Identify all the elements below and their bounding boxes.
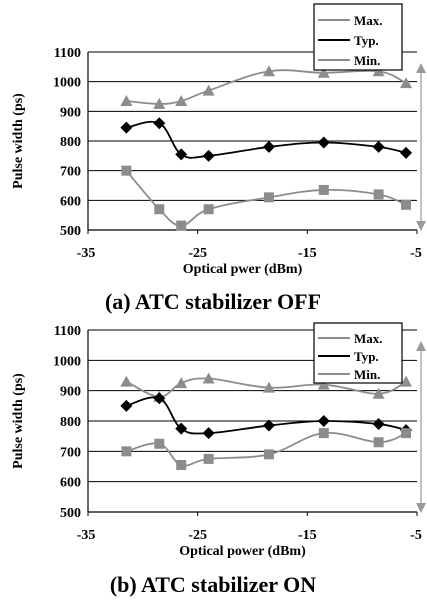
x-tick-label: -15 xyxy=(298,246,317,261)
x-tick-label: -35 xyxy=(77,246,96,261)
data-point-max xyxy=(175,94,188,106)
data-point-min xyxy=(203,204,214,215)
chart-caption: (a) ATC stabilizer OFF xyxy=(105,289,321,314)
data-point-max xyxy=(400,375,413,387)
data-point-typ xyxy=(202,427,215,440)
y-tick-label: 1100 xyxy=(54,324,81,339)
data-point-min xyxy=(154,438,165,449)
x-axis-title: Optical pwer (dBm) xyxy=(183,262,303,277)
chart-panel-atc-off: 500 600 700 800 900 1000 1100 -35 -25 -15 -5 Optica… xyxy=(11,3,426,314)
y-tick-label: 900 xyxy=(60,385,81,400)
data-point-max xyxy=(120,94,133,106)
data-point-max xyxy=(372,387,385,399)
data-point-typ xyxy=(175,422,188,435)
data-point-min xyxy=(203,453,214,464)
data-point-max xyxy=(120,375,133,387)
legend-label: Typ. xyxy=(354,33,379,48)
data-point-min xyxy=(121,446,132,457)
data-point-typ xyxy=(372,418,385,431)
data-point-min xyxy=(401,428,412,439)
y-tick-label: 1000 xyxy=(53,76,81,91)
data-point-typ xyxy=(120,121,133,134)
data-point-max xyxy=(317,378,330,390)
x-tick-label: -25 xyxy=(188,528,207,543)
y-tick-label: 1100 xyxy=(54,46,81,61)
data-point-typ xyxy=(400,146,413,159)
data-point-min xyxy=(373,437,384,448)
y-axis-title: Pulse width (ps) xyxy=(11,93,26,189)
x-tick-label: -25 xyxy=(188,246,207,261)
range-arrow-up-head xyxy=(416,341,426,351)
y-axis-title: Pulse width (ps) xyxy=(11,373,26,469)
legend-label: Min. xyxy=(354,367,380,382)
data-point-min xyxy=(318,428,329,439)
legend-label: Typ. xyxy=(354,349,379,364)
x-tick-label: -15 xyxy=(298,528,317,543)
data-point-typ xyxy=(175,148,188,161)
y-tick-label: 700 xyxy=(60,445,81,460)
legend-label: Min. xyxy=(354,53,380,68)
y-tick-label: 700 xyxy=(60,165,81,180)
data-point-typ xyxy=(372,140,385,153)
data-point-min xyxy=(401,199,412,210)
y-tick-label: 1000 xyxy=(53,354,81,369)
data-point-typ xyxy=(262,140,275,153)
legend: Max. Typ. Min. xyxy=(313,3,403,71)
y-tick-label: 800 xyxy=(60,415,81,430)
data-point-min xyxy=(263,192,274,203)
series-line-min xyxy=(126,431,407,467)
data-point-max xyxy=(202,84,215,96)
x-axis-title: Optical power (dBm) xyxy=(179,544,306,559)
data-point-min xyxy=(318,184,329,195)
range-arrow-down-head xyxy=(416,221,426,231)
data-point-typ xyxy=(317,415,330,427)
legend: Max. Typ. Min. xyxy=(313,322,403,384)
chart-caption: (b) ATC stabilizer ON xyxy=(110,572,316,597)
legend-label: Max. xyxy=(354,331,383,346)
data-point-max xyxy=(175,377,188,389)
data-point-min xyxy=(154,204,165,215)
data-point-typ xyxy=(262,419,275,432)
data-point-min xyxy=(373,189,384,200)
y-tick-label: 900 xyxy=(60,105,81,120)
data-point-max xyxy=(262,65,275,77)
data-point-min xyxy=(263,449,274,460)
range-arrow-down-head xyxy=(416,503,426,513)
chart-panel-atc-on: 500 600 700 800 900 1000 1100 -35 -25 -15 -5 Optica… xyxy=(11,322,426,597)
y-tick-label: 600 xyxy=(60,476,81,491)
y-tick-label: 800 xyxy=(60,135,81,150)
x-tick-label: -5 xyxy=(410,246,422,261)
y-tick-label: 600 xyxy=(60,194,81,209)
range-arrow-up-head xyxy=(416,63,426,73)
data-point-min xyxy=(121,165,132,176)
y-tick-label: 500 xyxy=(60,506,81,521)
data-point-typ xyxy=(202,149,215,162)
data-point-max xyxy=(400,77,413,89)
data-point-max xyxy=(153,97,166,109)
legend-label: Max. xyxy=(354,13,383,28)
x-tick-label: -5 xyxy=(410,528,422,543)
data-point-max xyxy=(372,65,385,77)
data-point-max xyxy=(262,381,275,393)
y-tick-label: 500 xyxy=(60,224,81,239)
data-point-min xyxy=(176,459,187,470)
x-tick-label: -35 xyxy=(77,528,96,543)
series-line-typ xyxy=(126,120,407,159)
data-point-typ xyxy=(317,136,330,149)
data-point-min xyxy=(176,220,187,231)
data-point-typ xyxy=(153,117,166,130)
data-point-typ xyxy=(153,392,166,405)
data-point-typ xyxy=(120,399,133,412)
data-point-max xyxy=(317,66,330,78)
data-point-max xyxy=(202,372,215,384)
